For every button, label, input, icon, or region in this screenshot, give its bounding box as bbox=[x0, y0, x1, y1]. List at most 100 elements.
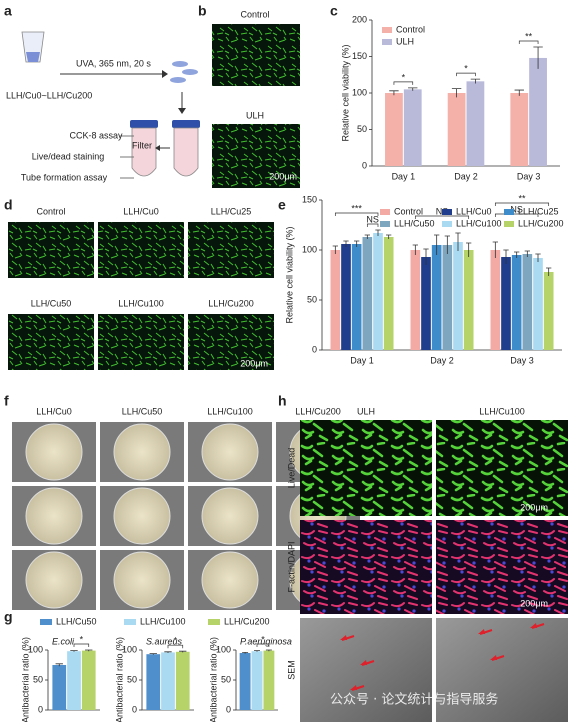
legend-swatch bbox=[504, 221, 514, 227]
arrow-head bbox=[350, 685, 357, 690]
error-bar bbox=[85, 649, 93, 652]
legend-swatch bbox=[382, 27, 392, 33]
legend-label: Control bbox=[394, 206, 423, 216]
y-tick-label: 100 bbox=[216, 644, 231, 654]
microscopy-image bbox=[300, 520, 432, 614]
microscopy-image bbox=[436, 618, 568, 722]
y-tick-label: 100 bbox=[352, 87, 367, 97]
legend-label: LLH/Cu100 bbox=[456, 218, 502, 228]
significance-label: ** bbox=[518, 193, 526, 203]
y-axis-title: Antibacterial ratio (%) bbox=[114, 637, 124, 722]
bar bbox=[330, 250, 341, 350]
error-bar bbox=[149, 653, 157, 655]
error-bar bbox=[533, 46, 543, 69]
bar bbox=[362, 237, 373, 350]
legend-swatch bbox=[442, 209, 452, 215]
significance-label: NS bbox=[510, 204, 523, 214]
significance-bracket bbox=[393, 81, 414, 85]
row-label: F-actin/DAPI bbox=[286, 541, 296, 592]
column-label: ULH bbox=[357, 406, 375, 416]
error-bar bbox=[332, 245, 338, 254]
sample-label: LLH/Cu0~LLH/Cu200 bbox=[6, 90, 92, 100]
error-bar bbox=[470, 78, 481, 84]
y-tick-label: 150 bbox=[352, 51, 367, 61]
error-bar bbox=[412, 244, 418, 255]
image-label: Control bbox=[36, 206, 65, 216]
x-tick-label: Day 3 bbox=[510, 355, 534, 365]
bar bbox=[351, 244, 362, 350]
schematic bbox=[21, 31, 200, 179]
bar bbox=[543, 272, 554, 350]
y-axis-title: Antibacterial ratio (%) bbox=[208, 637, 218, 722]
image-label: LLH/Cu200 bbox=[208, 298, 254, 308]
image-label: LLH/Cu50 bbox=[31, 298, 72, 308]
bar bbox=[431, 245, 442, 350]
image-label: LLH/Cu100 bbox=[118, 298, 164, 308]
bar bbox=[146, 654, 161, 710]
error-bar bbox=[164, 651, 172, 653]
arrow-head bbox=[490, 655, 497, 660]
error-bar bbox=[434, 234, 440, 255]
y-tick-label: 0 bbox=[38, 704, 43, 714]
bar bbox=[533, 258, 543, 350]
x-tick-label: Day 3 bbox=[517, 171, 541, 181]
error-bar bbox=[444, 235, 450, 254]
legend-swatch bbox=[382, 39, 392, 45]
error-bar bbox=[389, 90, 399, 96]
scale-bar-label: 200μm bbox=[520, 598, 548, 608]
bar bbox=[341, 244, 351, 350]
legend-swatch bbox=[124, 619, 136, 625]
bar bbox=[510, 93, 529, 166]
fluorescence-image bbox=[98, 314, 184, 370]
agar-plate bbox=[113, 423, 171, 481]
significance-bracket bbox=[456, 72, 476, 77]
assay-label: Live/dead staining bbox=[32, 151, 105, 161]
column-label: LLH/Cu100 bbox=[207, 406, 253, 416]
y-axis-title: Relative cell viability (%) bbox=[340, 44, 350, 141]
bar bbox=[175, 651, 190, 710]
image-label: ULH bbox=[246, 110, 264, 120]
error-bar bbox=[492, 241, 498, 258]
y-tick-label: 100 bbox=[122, 644, 137, 654]
column-label: LLH/Cu200 bbox=[295, 406, 341, 416]
bar bbox=[410, 250, 421, 350]
fluorescence-image bbox=[8, 222, 94, 278]
bar bbox=[67, 651, 81, 710]
significance-label: ** bbox=[525, 31, 533, 41]
bar bbox=[239, 653, 251, 710]
error-bar bbox=[375, 229, 381, 236]
bar bbox=[373, 233, 383, 350]
legend-swatch bbox=[442, 221, 452, 227]
legend-swatch bbox=[380, 221, 390, 227]
legend-label: ULH bbox=[396, 36, 414, 46]
microscopy-image bbox=[300, 618, 432, 722]
error-bar bbox=[423, 248, 429, 265]
agar-plate bbox=[113, 551, 171, 609]
error-bar bbox=[503, 249, 509, 264]
y-tick-label: 0 bbox=[312, 344, 317, 354]
fluorescence-image bbox=[188, 314, 274, 370]
agar-plate bbox=[25, 551, 83, 609]
bar bbox=[161, 652, 175, 710]
agar-plate bbox=[113, 487, 171, 545]
legend-label: Control bbox=[396, 24, 425, 34]
bar bbox=[421, 257, 431, 350]
chart-title: E.coli bbox=[52, 636, 75, 646]
significance-label: * bbox=[174, 636, 178, 646]
y-tick-label: 0 bbox=[132, 704, 137, 714]
error-bar bbox=[535, 253, 541, 262]
bar bbox=[251, 651, 263, 710]
fluorescence-image bbox=[212, 124, 300, 188]
legend-swatch bbox=[208, 619, 220, 625]
agar-plate bbox=[201, 423, 259, 481]
legend-label: LLH/Cu200 bbox=[518, 218, 564, 228]
error-bar bbox=[451, 88, 462, 98]
arrow-head bbox=[340, 635, 347, 640]
y-tick-label: 150 bbox=[302, 194, 317, 204]
significance-bracket bbox=[167, 644, 184, 649]
x-tick-label: Day 2 bbox=[454, 171, 478, 181]
microscopy-image bbox=[436, 420, 568, 516]
uva-step: UVA, 365 nm, 20 s bbox=[76, 58, 151, 68]
watermark: 公众号 · 论文统计与指导服务 bbox=[330, 692, 498, 708]
